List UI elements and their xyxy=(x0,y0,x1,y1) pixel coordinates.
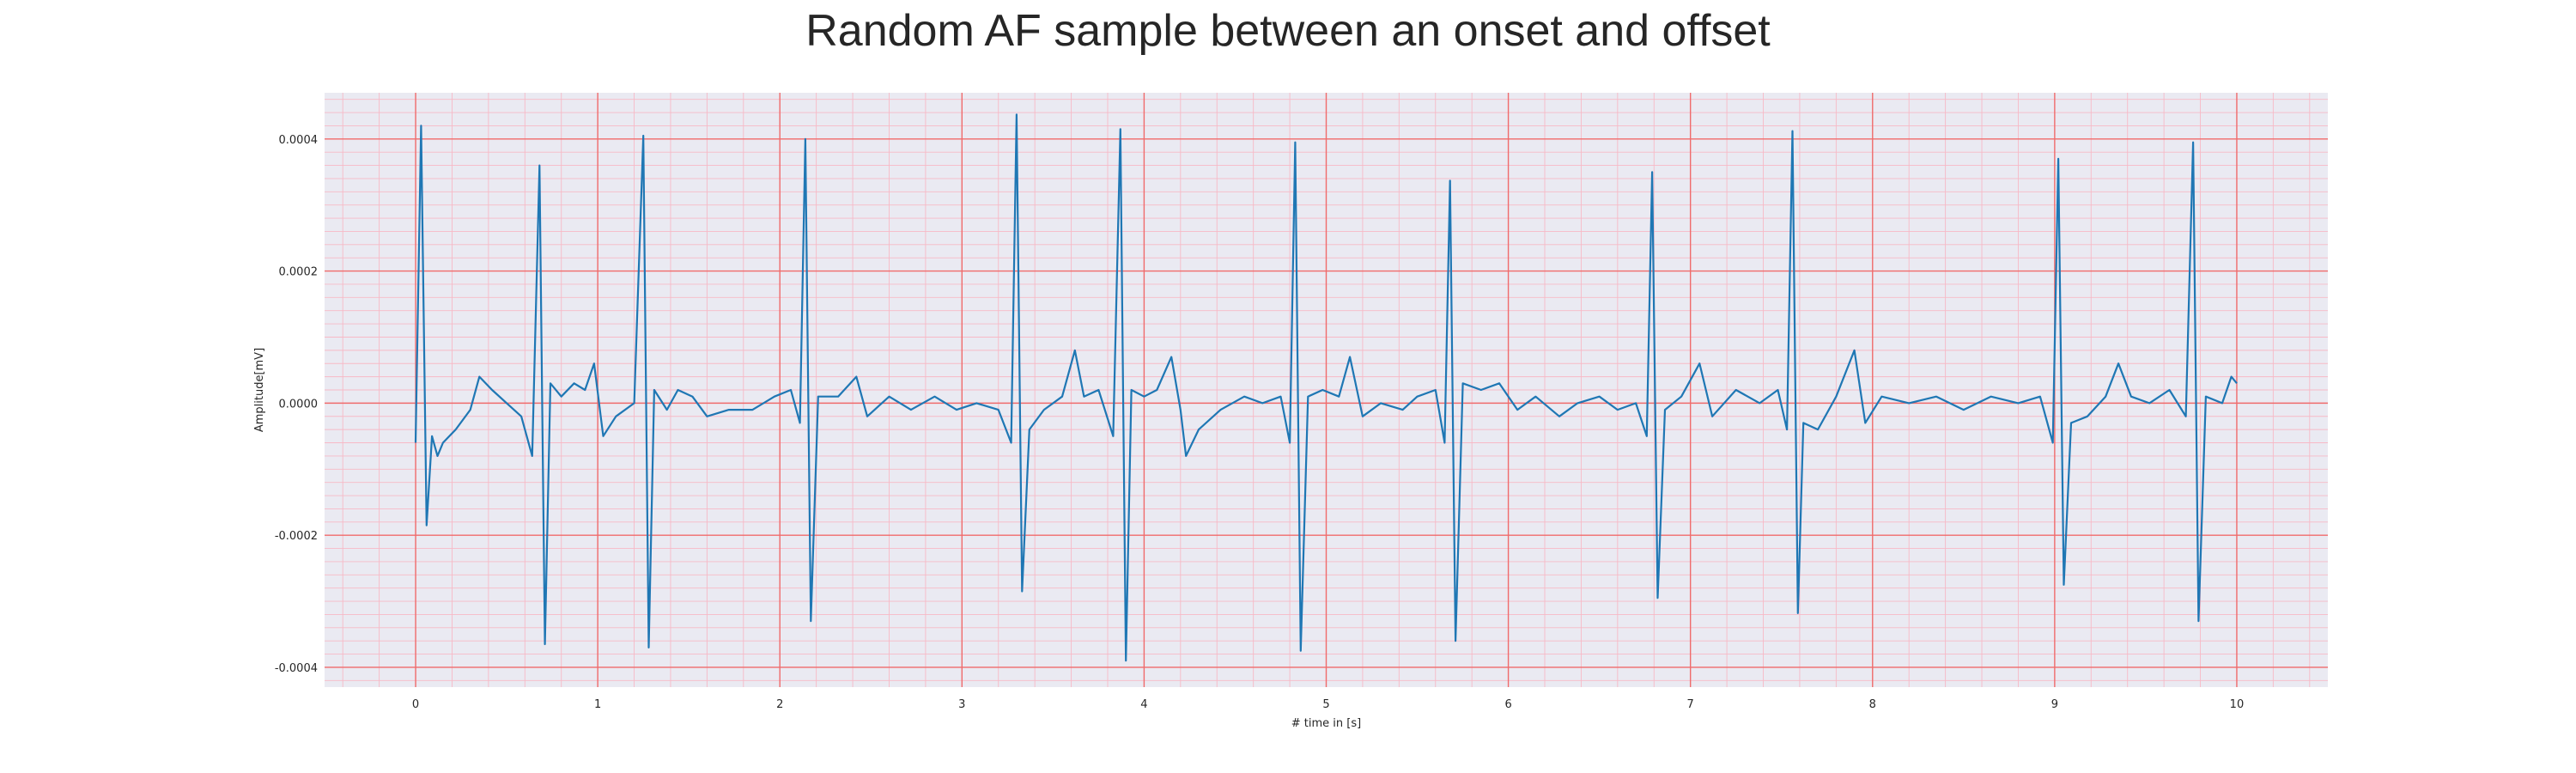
y-tick-label: 0.0000 xyxy=(279,398,319,411)
x-tick-label: 4 xyxy=(1140,698,1147,711)
chart-title: Random AF sample between an onset and of… xyxy=(805,6,1771,56)
major-grid xyxy=(325,93,2328,687)
x-tick-label: 1 xyxy=(594,698,601,711)
x-tick-label: 6 xyxy=(1504,698,1511,711)
x-tick-label: 0 xyxy=(412,698,419,711)
y-axis-label: Amplitude[mV] xyxy=(253,348,266,432)
x-tick-label: 5 xyxy=(1322,698,1329,711)
x-tick-label: 8 xyxy=(1869,698,1876,711)
y-axis-ticks: -0.0004 -0.0002 0.0000 0.0002 0.0004 xyxy=(275,134,318,675)
x-tick-label: 9 xyxy=(2051,698,2058,711)
x-axis-ticks: 0 1 2 3 4 5 6 7 8 9 10 xyxy=(412,698,2244,711)
x-tick-label: 10 xyxy=(2230,698,2245,711)
y-tick-label: -0.0004 xyxy=(275,662,318,675)
y-tick-label: 0.0002 xyxy=(279,266,319,279)
x-tick-label: 7 xyxy=(1687,698,1694,711)
x-axis-label: # time in [s] xyxy=(1291,717,1361,730)
x-tick-label: 2 xyxy=(776,698,783,711)
x-tick-label: 3 xyxy=(958,698,965,711)
y-tick-label: -0.0002 xyxy=(275,530,318,543)
ecg-series-line xyxy=(414,113,2238,662)
y-tick-label: 0.0004 xyxy=(279,134,319,147)
